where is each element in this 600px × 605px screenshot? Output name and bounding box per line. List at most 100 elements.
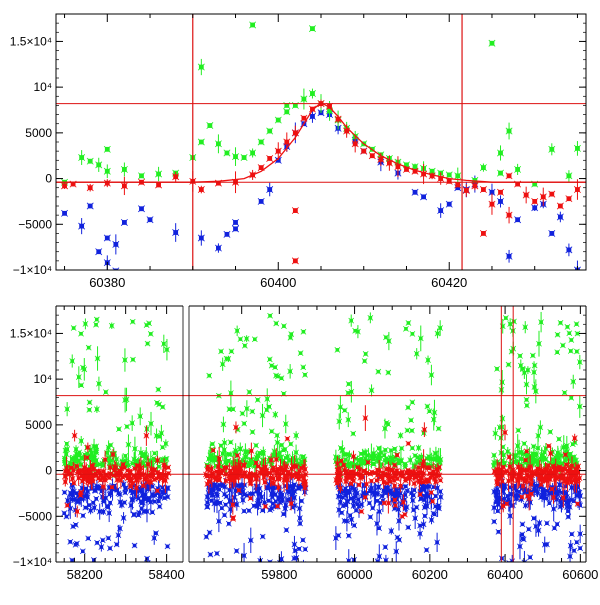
data-point-green	[240, 411, 245, 416]
data-point-green	[87, 158, 93, 164]
y-tick-label: 10⁴	[33, 80, 52, 94]
data-point-blue	[68, 539, 73, 544]
x-tick-label: 59800	[261, 567, 297, 582]
data-point-blue	[99, 543, 104, 552]
data-point-green	[94, 406, 99, 413]
data-point-green	[500, 415, 505, 423]
data-point-blue	[224, 231, 230, 237]
data-point-blue	[216, 510, 221, 532]
data-point-blue	[95, 540, 100, 545]
data-point-blue	[104, 235, 110, 241]
data-point-blue	[370, 505, 375, 510]
data-point-blue	[499, 556, 504, 561]
data-point-red	[455, 182, 461, 188]
data-point-blue	[497, 195, 503, 207]
data-point-blue	[232, 226, 238, 232]
data-point-blue	[100, 538, 105, 543]
data-point-green	[524, 397, 529, 402]
data-point-blue	[86, 536, 91, 541]
data-point-green	[124, 424, 129, 429]
data-point-green	[301, 89, 307, 110]
data-point-green	[281, 323, 286, 328]
data-point-green	[516, 428, 521, 433]
data-point-green	[560, 343, 565, 348]
y-tick-label: 5000	[25, 126, 52, 140]
data-point-blue	[406, 525, 411, 530]
data-point-green	[342, 408, 347, 413]
data-point-blue	[492, 519, 497, 524]
data-point-green	[410, 331, 415, 336]
data-point-blue	[569, 532, 574, 537]
data-point-green	[302, 372, 307, 377]
data-point-blue	[248, 528, 253, 553]
data-point-green	[386, 370, 391, 375]
data-point-green	[369, 384, 374, 396]
data-point-green	[104, 146, 110, 152]
data-point-red	[557, 203, 563, 209]
data-point-red	[463, 184, 469, 197]
data-point-blue	[96, 249, 102, 255]
data-point-green	[555, 350, 560, 355]
y-tick-label: 0	[45, 172, 52, 186]
data-point-blue	[433, 493, 438, 498]
data-point-green	[386, 332, 391, 350]
data-point-green	[86, 345, 91, 350]
data-point-green	[283, 415, 288, 434]
data-point-red	[292, 207, 298, 213]
data-point-green	[258, 139, 264, 145]
data-point-blue	[496, 529, 501, 534]
data-point-green	[238, 337, 243, 342]
data-point-red	[412, 481, 417, 486]
data-point-blue	[113, 234, 119, 254]
data-point-green	[230, 407, 235, 412]
data-point-green	[363, 351, 368, 356]
data-point-blue	[397, 537, 402, 542]
data-point-green	[523, 321, 528, 333]
data-point-blue	[234, 548, 239, 553]
data-point-blue	[144, 556, 149, 561]
y-tick-label: 10⁴	[33, 372, 52, 386]
data-point-blue	[420, 194, 426, 200]
data-point-green	[152, 451, 157, 456]
data-point-blue	[241, 543, 246, 568]
data-point-green	[376, 369, 381, 374]
data-point-green	[517, 353, 522, 358]
data-point-blue	[207, 530, 212, 535]
data-point-blue	[578, 546, 583, 551]
data-point-green	[247, 389, 252, 394]
data-point-blue	[532, 205, 538, 211]
data-point-green	[159, 425, 164, 442]
y-tick-label: −5000	[18, 509, 52, 523]
data-point-red	[61, 183, 67, 189]
data-point-blue	[544, 521, 549, 526]
data-point-blue	[204, 534, 209, 539]
data-point-green	[425, 404, 430, 409]
data-point-blue	[232, 219, 238, 225]
data-point-green	[241, 154, 247, 160]
data-point-green	[83, 318, 88, 329]
data-point-green	[130, 415, 135, 431]
data-point-blue	[242, 508, 247, 513]
data-point-green	[555, 332, 560, 337]
data-point-blue	[412, 189, 418, 195]
data-point-green	[221, 417, 226, 433]
data-point-blue	[526, 527, 531, 532]
data-point-blue	[88, 507, 93, 515]
data-point-blue	[61, 210, 67, 216]
data-point-green	[503, 315, 508, 320]
data-point-green	[538, 312, 543, 332]
bottom-plot-area	[56, 306, 586, 574]
data-point-green	[435, 329, 440, 339]
data-point-blue	[574, 540, 579, 545]
data-point-blue	[356, 497, 361, 502]
data-point-green	[255, 397, 260, 402]
data-point-blue	[267, 183, 273, 197]
data-point-green	[79, 436, 84, 446]
data-point-green	[273, 411, 278, 418]
data-point-red	[198, 186, 204, 194]
data-point-blue	[198, 230, 204, 245]
data-point-green	[156, 387, 161, 392]
data-point-blue	[339, 510, 344, 515]
x-tick-label: 58200	[67, 567, 103, 582]
data-point-green	[558, 320, 563, 325]
